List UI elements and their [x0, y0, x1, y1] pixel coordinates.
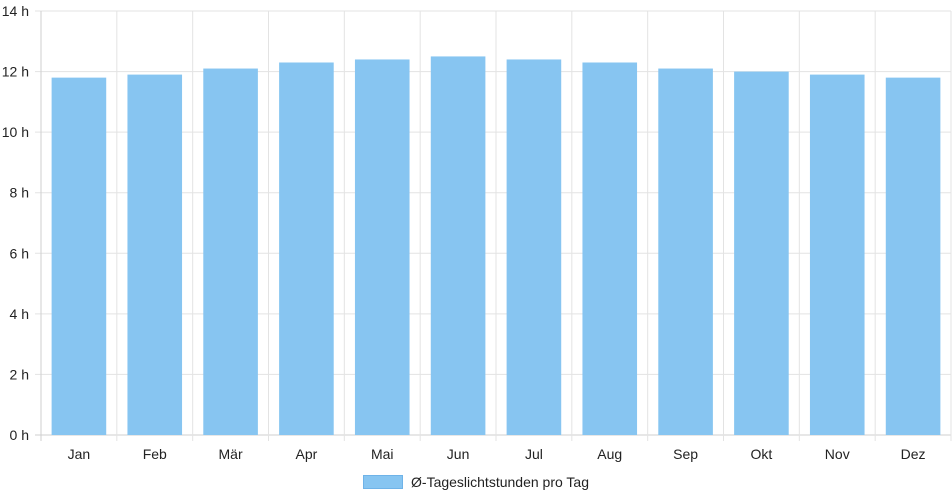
- x-tick-label: Mai: [371, 446, 394, 462]
- x-tick-label: Nov: [825, 446, 850, 462]
- axes: 0 h 2 h 4 h 6 h 8 h 10 h 12 h 14 h Jan Feb Mär Apr M…: [2, 3, 926, 462]
- bar-feb[interactable]: [127, 74, 183, 435]
- bar-aug[interactable]: [582, 62, 638, 435]
- bars: [51, 56, 941, 436]
- x-tick-label: Okt: [751, 446, 773, 462]
- bar-nov[interactable]: [809, 74, 865, 435]
- x-tick-label: Dez: [901, 446, 926, 462]
- x-tick-label: Jul: [525, 446, 543, 462]
- y-tick-label: 0 h: [10, 427, 29, 443]
- x-tick-label: Sep: [673, 446, 698, 462]
- bar-sep[interactable]: [658, 68, 713, 436]
- y-tick-label: 14 h: [2, 3, 29, 19]
- bar-dez[interactable]: [885, 77, 941, 435]
- legend-swatch: [363, 475, 404, 489]
- bar-okt[interactable]: [734, 71, 789, 436]
- bar-jan[interactable]: [51, 77, 107, 435]
- bar-jul[interactable]: [506, 59, 562, 435]
- y-tick-label: 4 h: [10, 306, 29, 322]
- x-tick-label: Aug: [597, 446, 622, 462]
- x-tick-label: Mär: [219, 446, 243, 462]
- y-tick-label: 10 h: [2, 124, 29, 140]
- y-tick-label: 6 h: [10, 245, 29, 261]
- y-tick-label: 8 h: [10, 185, 29, 201]
- bar-mai[interactable]: [354, 59, 410, 435]
- bar-apr[interactable]: [279, 62, 334, 435]
- chart-legend[interactable]: Ø-Tageslichtstunden pro Tag: [0, 471, 952, 493]
- x-tick-label: Jun: [447, 446, 470, 462]
- bar-chart: 0 h 2 h 4 h 6 h 8 h 10 h 12 h 14 h Jan Feb Mär Apr M…: [2, 3, 952, 462]
- y-tick-label: 2 h: [10, 366, 29, 382]
- x-tick-label: Jan: [68, 446, 91, 462]
- x-tick-label: Apr: [296, 446, 318, 462]
- bar-jun[interactable]: [430, 56, 486, 436]
- y-tick-label: 12 h: [2, 64, 29, 80]
- grid-lines: [35, 10, 952, 441]
- x-tick-label: Feb: [143, 446, 167, 462]
- legend-label: Ø-Tageslichtstunden pro Tag: [411, 474, 589, 490]
- bar-mär[interactable]: [203, 68, 258, 436]
